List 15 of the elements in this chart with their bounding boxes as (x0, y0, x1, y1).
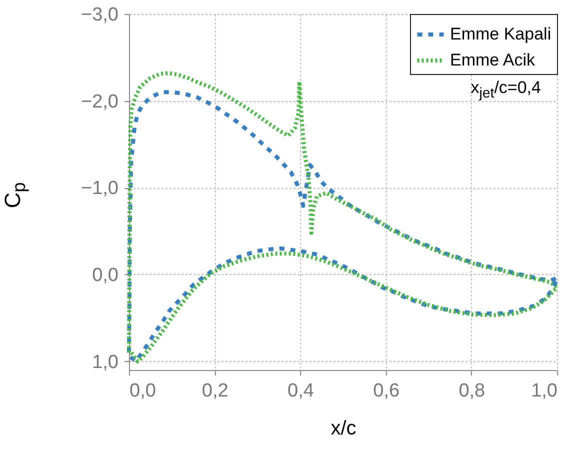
y-tick-label: −2,0 (80, 91, 118, 112)
x-tick-label: 0,6 (373, 380, 400, 402)
x-tick-label: 0,0 (130, 380, 156, 402)
x-tick-label: 0,4 (287, 380, 314, 402)
annotation: x$_{jet}$/c=0,4 (470, 78, 541, 102)
legend-label: Emme Kapali (450, 24, 552, 44)
y-tick-label: −3,0 (80, 4, 118, 26)
x-tick-label: 0,2 (202, 380, 228, 402)
y-tick-label: 0,0 (92, 264, 118, 286)
x-tick-label: 1,0 (531, 380, 558, 402)
x-axis-title: x/c (330, 418, 356, 440)
x-tick-label: 0,8 (458, 380, 486, 402)
y-tick-label: 1,0 (92, 352, 118, 373)
legend-label: Emme Acik (450, 50, 536, 70)
y-tick-label: −1,0 (80, 178, 118, 200)
